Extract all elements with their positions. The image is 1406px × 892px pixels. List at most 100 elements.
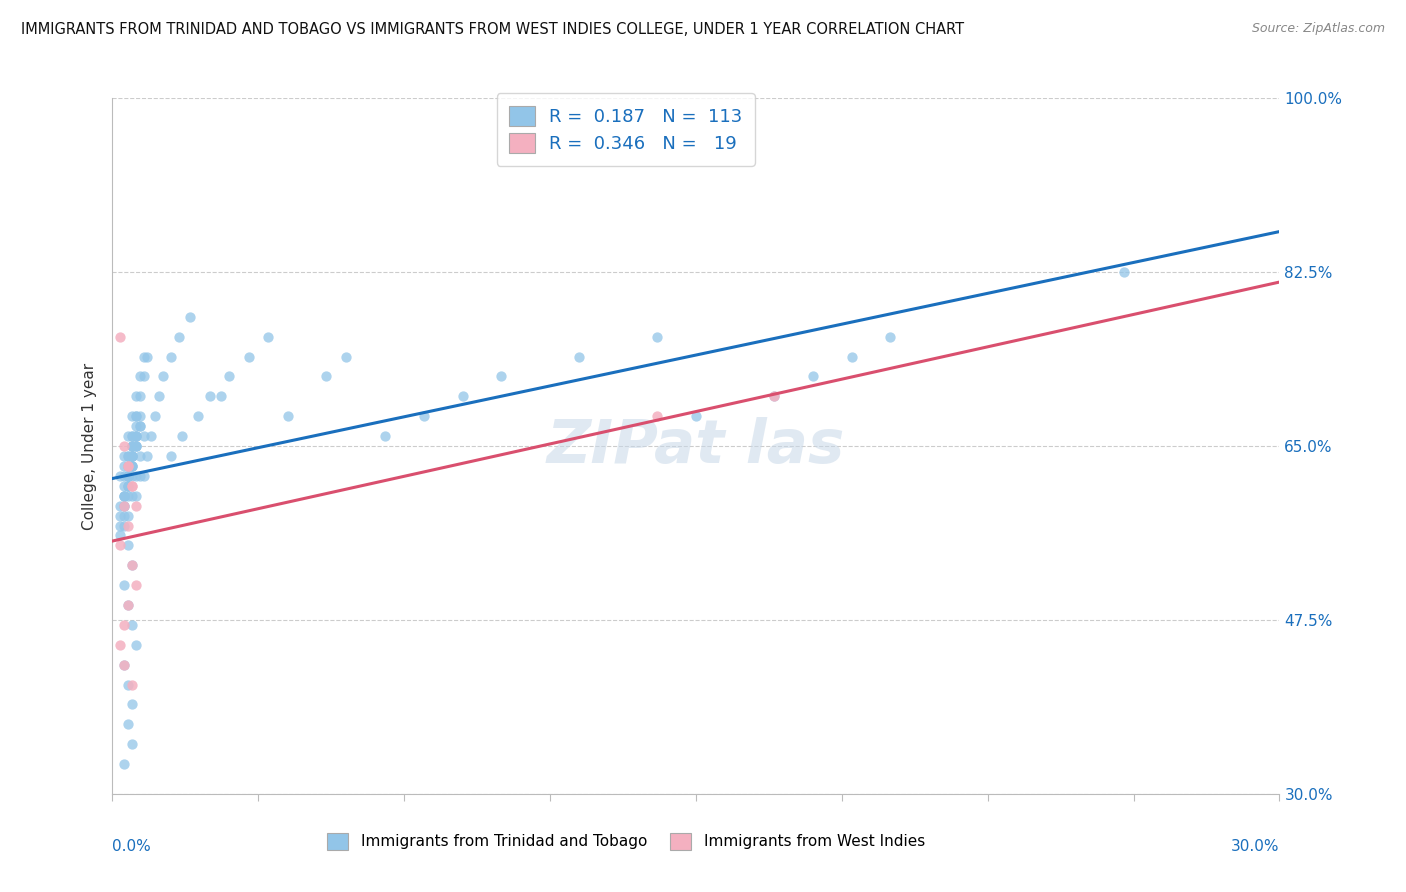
Point [121,558,143,573]
Point [112,508,135,523]
Text: ZIPat las: ZIPat las [547,417,845,475]
Point [117,677,139,691]
Point [117,429,139,443]
Point [143,409,166,424]
Point [841,350,863,364]
Point [117,468,139,483]
Point [121,429,143,443]
Point [128,449,150,463]
Point [110,518,132,533]
Point [117,479,139,493]
Point [121,439,143,453]
Point [112,458,135,473]
Point [117,468,139,483]
Point [117,468,139,483]
Point [125,409,148,424]
Point [112,439,135,453]
Point [179,310,201,324]
Point [117,468,139,483]
Point [132,369,155,384]
Point [112,657,135,672]
Point [1112,265,1135,279]
Text: 0.0%: 0.0% [112,838,152,854]
Point [112,489,135,503]
Point [374,429,396,443]
Point [128,419,150,434]
Point [762,389,785,403]
Point [276,409,298,424]
Point [218,369,240,384]
Point [121,618,143,632]
Point [117,458,139,473]
Point [125,409,148,424]
Point [160,350,183,364]
Point [121,737,143,751]
Point [645,409,668,424]
Y-axis label: College, Under 1 year: College, Under 1 year [82,362,97,530]
Point [121,449,143,463]
Point [117,538,139,552]
Point [125,439,148,453]
Point [491,369,513,384]
Point [167,329,190,343]
Legend: Immigrants from Trinidad and Tobago, Immigrants from West Indies: Immigrants from Trinidad and Tobago, Imm… [321,827,931,855]
Point [257,329,280,343]
Point [125,389,148,403]
Point [125,429,148,443]
Point [141,429,163,443]
Point [128,389,150,403]
Point [121,449,143,463]
Point [132,429,155,443]
Point [451,389,474,403]
Point [121,458,143,473]
Point [117,449,139,463]
Text: 30.0%: 30.0% [1232,838,1279,854]
Text: IMMIGRANTS FROM TRINIDAD AND TOBAGO VS IMMIGRANTS FROM WEST INDIES COLLEGE, UNDE: IMMIGRANTS FROM TRINIDAD AND TOBAGO VS I… [21,22,965,37]
Point [117,489,139,503]
Point [121,558,143,573]
Point [110,329,132,343]
Point [112,489,135,503]
Point [121,439,143,453]
Point [132,468,155,483]
Point [121,409,143,424]
Point [801,369,824,384]
Point [117,479,139,493]
Point [110,638,132,652]
Point [117,479,139,493]
Point [117,458,139,473]
Point [879,329,901,343]
Point [112,657,135,672]
Point [315,369,337,384]
Point [117,449,139,463]
Point [160,449,183,463]
Point [117,598,139,612]
Point [112,499,135,513]
Point [121,449,143,463]
Point [112,479,135,493]
Point [335,350,357,364]
Text: Source: ZipAtlas.com: Source: ZipAtlas.com [1251,22,1385,36]
Point [125,489,148,503]
Point [121,698,143,712]
Point [121,468,143,483]
Point [112,449,135,463]
Point [125,429,148,443]
Point [187,409,209,424]
Point [112,468,135,483]
Point [172,429,194,443]
Point [121,449,143,463]
Point [128,409,150,424]
Point [117,468,139,483]
Point [121,479,143,493]
Point [110,538,132,552]
Point [117,458,139,473]
Point [238,350,260,364]
Point [121,458,143,473]
Point [121,677,143,691]
Point [110,468,132,483]
Point [125,439,148,453]
Point [121,458,143,473]
Point [148,389,170,403]
Point [121,479,143,493]
